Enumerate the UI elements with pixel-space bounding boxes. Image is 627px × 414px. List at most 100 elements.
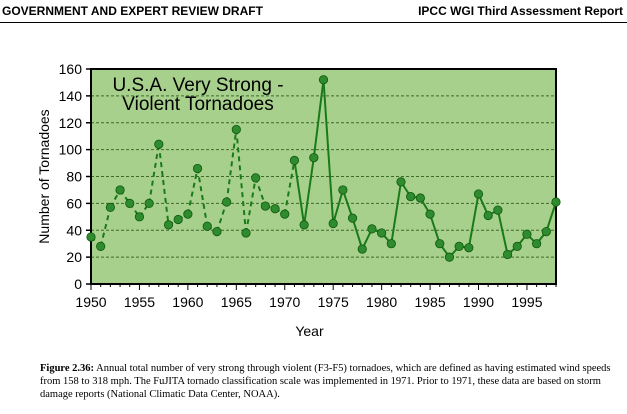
figure-caption: Figure 2.36: Annual total number of very…	[40, 362, 620, 401]
series-segment-dashed	[196, 168, 209, 227]
series-segment-dashed	[254, 177, 267, 207]
data-point	[435, 239, 445, 249]
x-axis-label: Year	[295, 323, 324, 339]
data-point	[406, 192, 416, 202]
data-point	[522, 229, 532, 239]
y-tick-label: 100	[59, 142, 83, 158]
series-segment-dashed	[225, 129, 238, 203]
series-segment-dashed	[245, 177, 257, 234]
data-point	[415, 193, 425, 203]
data-point	[154, 139, 164, 149]
tornado-chart: 0 20 40 60 80 100 120 140 160 1950 1955 1960 1965 197…	[36, 61, 561, 339]
data-point	[96, 241, 106, 251]
chart-title-line: U.S.A. Very Strong -	[112, 75, 283, 96]
x-tick-label: 1965	[221, 294, 252, 310]
series-segment-solid	[332, 189, 344, 224]
data-point	[464, 243, 474, 253]
data-point	[163, 220, 174, 230]
data-point	[241, 228, 251, 238]
data-point	[115, 185, 125, 195]
chart-title-line: Violent Tornadoes	[122, 94, 273, 115]
series-segment-dashed	[157, 144, 170, 225]
series-segment-solid	[293, 160, 306, 226]
data-point	[144, 198, 154, 208]
series-segment-dashed	[99, 207, 112, 247]
data-point	[251, 173, 261, 183]
y-tick-label: 0	[74, 276, 82, 292]
data-point	[386, 239, 396, 249]
data-point	[212, 226, 222, 237]
series-segment-solid	[341, 189, 354, 219]
data-point	[222, 197, 232, 207]
x-tick-label: 1990	[463, 294, 494, 310]
data-point	[532, 239, 542, 249]
data-point	[425, 209, 435, 219]
x-tick-label: 1955	[124, 294, 155, 310]
data-point	[367, 224, 377, 234]
caption-label: Figure 2.36:	[40, 363, 95, 374]
series-segment-solid	[467, 193, 480, 248]
series-segment-solid	[312, 79, 325, 158]
x-tick-label: 1950	[75, 294, 106, 310]
data-point	[192, 163, 203, 174]
data-point	[551, 197, 561, 207]
data-point	[105, 202, 115, 213]
data-point	[86, 232, 96, 242]
header-right: IPCC WGI Third Assessment Report	[418, 4, 623, 18]
x-tick-label: 1985	[414, 294, 445, 310]
y-tick-label: 160	[59, 61, 83, 77]
x-tick-label: 1960	[172, 294, 203, 310]
data-point	[338, 185, 348, 195]
data-point	[444, 252, 455, 262]
data-point	[173, 214, 183, 225]
series-segment-dashed	[283, 160, 296, 215]
series-segment-solid	[545, 201, 557, 232]
data-point	[328, 218, 338, 229]
data-point	[483, 210, 493, 221]
data-point	[289, 155, 300, 165]
series-segment-solid	[322, 79, 335, 224]
header-divider	[0, 22, 627, 23]
data-point	[454, 241, 464, 251]
data-point	[134, 212, 145, 222]
y-tick-label: 20	[66, 249, 82, 265]
y-tick-label: 140	[59, 88, 83, 104]
data-point	[309, 153, 319, 163]
data-point	[183, 209, 193, 219]
data-point	[377, 228, 387, 238]
header-left: GOVERNMENT AND EXPERT REVIEW DRAFT	[2, 4, 263, 18]
data-point	[347, 213, 358, 223]
data-point	[299, 220, 309, 230]
series-segment-solid	[303, 157, 315, 226]
x-tick-label: 1970	[269, 294, 300, 310]
series-segment-dashed	[148, 144, 160, 204]
data-point	[512, 241, 522, 251]
data-point	[493, 205, 503, 215]
caption-text: Annual total number of very strong throu…	[40, 363, 611, 400]
data-point	[473, 189, 484, 199]
y-tick-label: 60	[66, 195, 82, 211]
series-segment-solid	[496, 209, 509, 255]
data-point	[231, 124, 241, 135]
series-segment-solid	[429, 213, 441, 244]
y-tick-label: 120	[59, 115, 83, 131]
x-tick-label: 1980	[366, 294, 397, 310]
data-point	[396, 177, 406, 187]
data-point	[202, 221, 212, 231]
data-point	[280, 209, 290, 219]
data-point	[260, 201, 270, 211]
series-segment-solid	[351, 217, 364, 250]
data-point	[318, 75, 329, 85]
x-tick-label: 1975	[318, 294, 349, 310]
y-tick-label: 40	[66, 222, 82, 238]
series-segment-solid	[390, 181, 402, 244]
y-axis-label: Number of Tornadoes	[36, 109, 52, 243]
data-point	[541, 226, 551, 237]
data-point	[125, 198, 135, 208]
data-point	[502, 249, 513, 260]
x-tick-label: 1995	[511, 294, 542, 310]
series-segment-dashed	[186, 168, 199, 215]
data-point	[270, 204, 280, 214]
y-tick-label: 80	[66, 169, 82, 185]
data-point	[357, 244, 367, 254]
